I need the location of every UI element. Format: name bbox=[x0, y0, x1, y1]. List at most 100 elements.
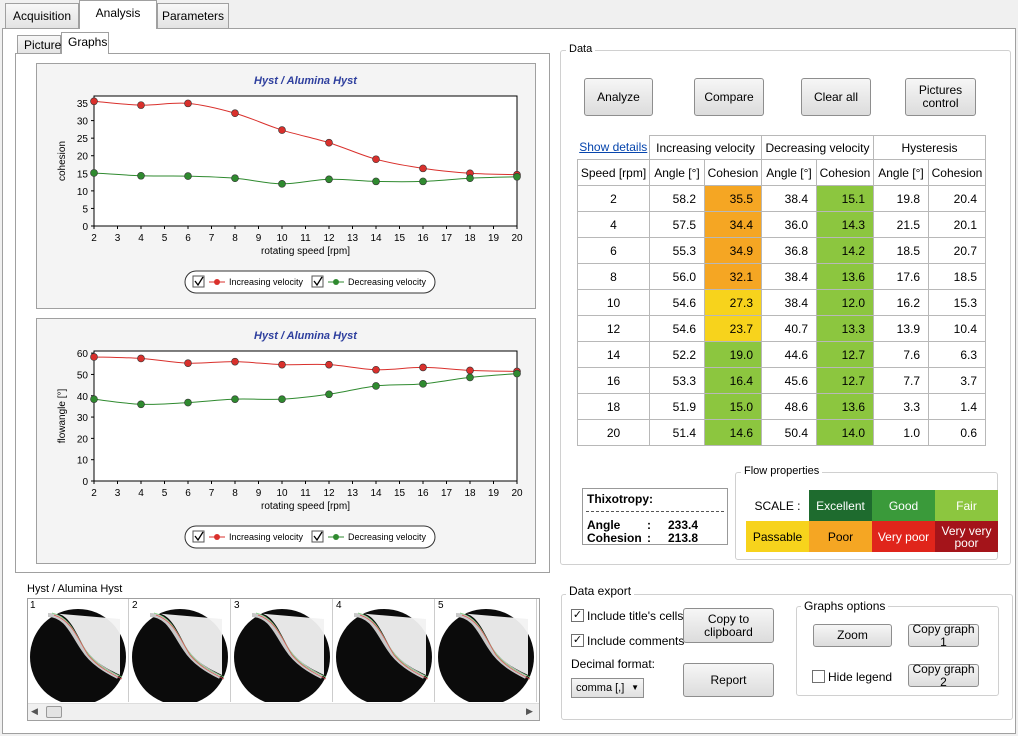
pictures-control-button[interactable]: Pictures control bbox=[905, 78, 976, 116]
legend-marker bbox=[333, 534, 339, 540]
legend-marker bbox=[214, 534, 220, 540]
group-header-increasing: Increasing velocity bbox=[649, 135, 762, 160]
picture-number: 1 bbox=[30, 600, 36, 611]
scroll-left-arrow[interactable]: ◀ bbox=[31, 706, 38, 716]
table-row: 6 55.3 34.9 36.8 14.2 18.5 20.7 bbox=[577, 237, 986, 264]
data-point bbox=[372, 365, 380, 374]
table-cell: 36.0 bbox=[761, 211, 817, 238]
thixotropy-cohesion-value: 213.8 bbox=[668, 531, 699, 545]
table-cell: 14.2 bbox=[816, 237, 874, 264]
data-point bbox=[372, 382, 380, 390]
copy-graph-1-button[interactable]: Copy graph 1 bbox=[908, 622, 979, 648]
table-cell: 16 bbox=[577, 367, 650, 394]
picture-thumbnail[interactable]: 5 bbox=[436, 599, 537, 702]
picture-number: 3 bbox=[234, 600, 240, 611]
data-group-title: Data bbox=[566, 43, 596, 55]
legend[interactable] bbox=[184, 270, 436, 294]
tab-parameters[interactable]: Parameters bbox=[157, 3, 229, 28]
legend-checkbox[interactable] bbox=[192, 530, 205, 543]
x-tick-label: 14 bbox=[370, 488, 382, 499]
y-tick-label: 10 bbox=[77, 456, 89, 467]
analyze-button[interactable]: Analyze bbox=[584, 78, 653, 116]
plot-area bbox=[93, 95, 518, 227]
table-cell: 19.0 bbox=[704, 341, 762, 368]
table-cell: 50.4 bbox=[761, 419, 817, 446]
table-cell: 12.7 bbox=[816, 341, 874, 368]
x-tick-label: 14 bbox=[370, 233, 382, 244]
include-titles-checkbox[interactable]: ✓ bbox=[571, 609, 584, 622]
y-tick-label: 0 bbox=[82, 477, 88, 488]
drum-image bbox=[234, 609, 330, 702]
data-point bbox=[466, 174, 474, 183]
series-line-0 bbox=[93, 100, 518, 176]
picture-thumbnail[interactable]: 1 bbox=[28, 599, 129, 702]
y-tick-label: 25 bbox=[77, 134, 89, 145]
show-details-label[interactable]: Show details bbox=[579, 140, 648, 155]
data-point bbox=[325, 175, 333, 184]
show-details-link[interactable]: Show details bbox=[578, 136, 650, 160]
data-point bbox=[419, 363, 427, 372]
legend-checkbox[interactable] bbox=[192, 275, 205, 288]
picture-number: 4 bbox=[336, 600, 342, 611]
data-point bbox=[137, 101, 145, 109]
table-cell: 7.6 bbox=[873, 341, 929, 368]
table-cell: 12.0 bbox=[816, 289, 874, 316]
thixotropy-cohesion-label: Cohesion bbox=[587, 531, 642, 545]
scroll-right-arrow[interactable]: ▶ bbox=[526, 706, 533, 716]
data-table: Show details Increasing velocity Decreas… bbox=[577, 135, 986, 446]
picture-thumbnail[interactable]: 3 bbox=[232, 599, 333, 702]
copy-to-clipboard-button[interactable]: Copy to clipboard bbox=[683, 608, 774, 643]
data-point bbox=[419, 177, 427, 186]
legend-checkbox[interactable] bbox=[311, 530, 324, 543]
table-cell: 6 bbox=[577, 237, 650, 264]
tab-picture[interactable]: Picture bbox=[17, 35, 61, 54]
y-tick-label: 35 bbox=[77, 99, 89, 110]
thixotropy-cohesion-sep: : bbox=[647, 531, 651, 545]
legend-checkbox[interactable] bbox=[311, 275, 324, 288]
flowangle-chart: Hyst / Alumina Hyst 2 3 4 5 6 7 8 9 10 11 12 13 14 15 1… bbox=[36, 318, 536, 564]
picture-thumbnail[interactable]: 2 bbox=[130, 599, 231, 702]
legend[interactable] bbox=[184, 525, 436, 549]
tab-graphs[interactable]: Graphs bbox=[61, 32, 109, 54]
table-row: 20 51.4 14.6 50.4 14.0 1.0 0.6 bbox=[577, 419, 986, 446]
flow-properties-title: Flow properties bbox=[741, 465, 823, 477]
flowangle-chart-svg: Hyst / Alumina Hyst 2 3 4 5 6 7 8 9 10 11 12 13 14 15 1… bbox=[57, 330, 523, 549]
tab-analysis[interactable]: Analysis bbox=[79, 0, 157, 29]
scroll-thumb[interactable] bbox=[46, 706, 62, 718]
x-tick-label: 19 bbox=[488, 488, 500, 499]
picture-thumbnail[interactable]: 4 bbox=[334, 599, 435, 702]
table-cell: 14 bbox=[577, 341, 650, 368]
x-axis-label: rotating speed [rpm] bbox=[261, 246, 350, 257]
pictures-scrollbar[interactable]: ◀ ▶ bbox=[28, 703, 539, 720]
data-point bbox=[278, 395, 286, 403]
table-cell: 13.6 bbox=[816, 393, 874, 420]
hide-legend-checkbox[interactable] bbox=[812, 670, 825, 683]
x-tick-label: 20 bbox=[511, 233, 523, 244]
clear-all-button[interactable]: Clear all bbox=[801, 78, 871, 116]
tab-acquisition[interactable]: Acquisition bbox=[5, 3, 79, 28]
y-axis-label: cohesion bbox=[57, 141, 68, 181]
table-cell: 53.3 bbox=[649, 367, 705, 394]
decimal-format-select[interactable]: comma [,] ▼ bbox=[571, 678, 644, 698]
report-button[interactable]: Report bbox=[683, 663, 774, 697]
copy-graph-2-button[interactable]: Copy graph 2 bbox=[908, 662, 979, 688]
include-comments-checkbox[interactable]: ✓ bbox=[571, 634, 584, 647]
data-point bbox=[184, 172, 192, 180]
scale-label: SCALE : bbox=[746, 490, 809, 521]
table-cell: 58.2 bbox=[649, 185, 705, 212]
table-cell: 20.4 bbox=[928, 185, 986, 212]
x-tick-label: 12 bbox=[323, 488, 335, 499]
table-cell: 10 bbox=[577, 289, 650, 316]
table-cell: 17.6 bbox=[873, 263, 929, 290]
y-tick-label: 5 bbox=[82, 204, 88, 215]
table-cell: 36.8 bbox=[761, 237, 817, 264]
x-tick-label: 15 bbox=[394, 233, 406, 244]
table-cell: 20.7 bbox=[928, 237, 986, 264]
data-point bbox=[184, 398, 192, 407]
x-tick-label: 15 bbox=[394, 488, 406, 499]
zoom-button[interactable]: Zoom bbox=[813, 624, 892, 647]
table-cell: 34.4 bbox=[704, 211, 762, 238]
y-tick-label: 20 bbox=[77, 434, 89, 445]
compare-button[interactable]: Compare bbox=[694, 78, 764, 116]
table-cell: 57.5 bbox=[649, 211, 705, 238]
